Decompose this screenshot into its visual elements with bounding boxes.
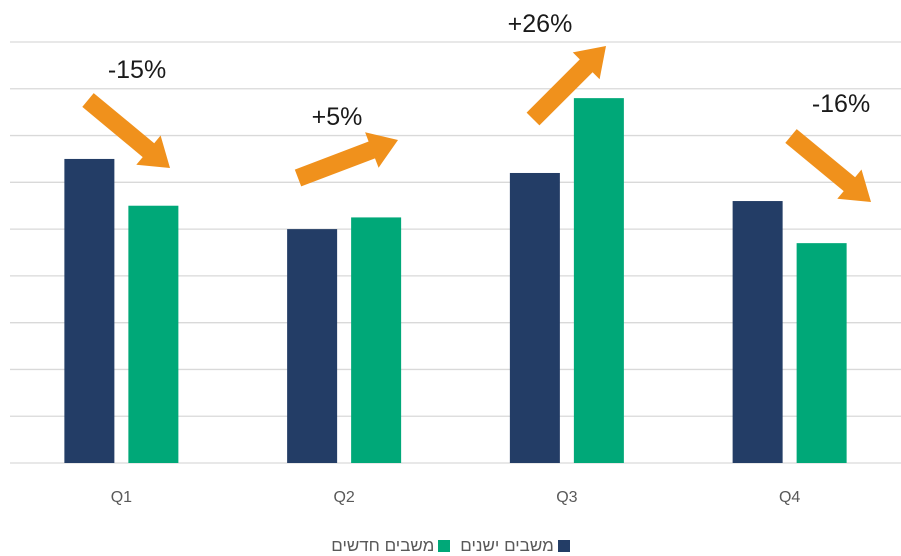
change-label-q3: +26% — [508, 10, 573, 38]
bars — [64, 98, 847, 464]
bar-q3-series-2 — [573, 98, 624, 463]
legend-swatch-old — [557, 540, 570, 552]
legend-swatch-new — [438, 540, 451, 552]
bar-q4-series-1 — [732, 201, 783, 464]
bar-q1-series-1 — [64, 158, 115, 463]
x-tick-q4: Q4 — [779, 489, 800, 506]
legend: משבים ישנים משבים חדשים — [0, 536, 901, 556]
bar-q3-series-1 — [509, 172, 560, 463]
change-label-q1: -15% — [108, 56, 166, 84]
arrow-q1-down — [82, 93, 170, 168]
legend-item-new: משבים חדשים — [331, 536, 451, 556]
arrow-q2-up — [294, 132, 398, 187]
bar-q2-series-2 — [351, 217, 402, 463]
x-tick-q3: Q3 — [556, 489, 577, 506]
change-label-q2: +5% — [312, 103, 363, 131]
bar-chart: Q1 Q2 Q3 Q4 -15% +5% +26% -16% — [10, 10, 901, 506]
x-tick-labels: Q1 Q2 Q3 Q4 — [111, 489, 801, 506]
x-tick-q2: Q2 — [333, 489, 354, 506]
change-annotations: -15% +5% +26% -16% — [82, 10, 871, 202]
arrow-q3-up — [526, 46, 606, 126]
bar-q1-series-2 — [128, 205, 179, 463]
legend-label-new: משבים חדשים — [331, 536, 435, 555]
x-tick-q1: Q1 — [111, 489, 132, 506]
bar-q2-series-1 — [287, 229, 338, 463]
legend-label-old: משבים ישנים — [460, 536, 554, 555]
bar-q4-series-2 — [796, 243, 847, 463]
change-label-q4: -16% — [812, 90, 870, 118]
legend-item-old: משבים ישנים — [460, 536, 570, 556]
arrow-q4-down — [785, 129, 871, 202]
